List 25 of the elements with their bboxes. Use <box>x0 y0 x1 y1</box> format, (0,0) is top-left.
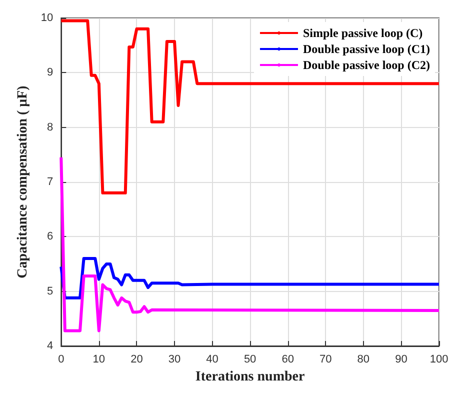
y-tick-label: 8 <box>47 121 54 134</box>
y-tick-label: 9 <box>47 66 54 79</box>
legend-label: Simple passive loop (C) <box>302 26 423 40</box>
line-series <box>60 156 440 332</box>
line-series <box>60 257 440 300</box>
x-tick-label: 90 <box>395 354 408 366</box>
x-tick-label: 50 <box>244 354 256 366</box>
y-tick-label: 4 <box>47 340 54 352</box>
x-tick-label: 60 <box>282 354 294 366</box>
x-tick-label: 100 <box>430 354 448 366</box>
x-tick-label: 80 <box>357 354 370 366</box>
y-tick-label: 5 <box>47 285 54 298</box>
y-tick-label: 7 <box>47 176 54 188</box>
y-axis-title: Capacitance compensation ( μF) <box>16 85 30 278</box>
x-axis-title: Iterations number <box>195 370 305 384</box>
x-tick-label: 70 <box>320 354 332 366</box>
x-tick-label: 20 <box>130 354 143 366</box>
legend-label: Double passive loop (C2) <box>302 58 430 72</box>
x-tick-label: 40 <box>206 354 218 366</box>
x-tick-label: 10 <box>92 354 106 366</box>
legend-label: Double passive loop (C1) <box>302 42 430 56</box>
y-tick-label: 6 <box>47 230 54 243</box>
x-tick-label: 0 <box>58 354 64 366</box>
y-tick-label: 10 <box>40 12 54 24</box>
x-tick-label: 30 <box>168 354 181 366</box>
